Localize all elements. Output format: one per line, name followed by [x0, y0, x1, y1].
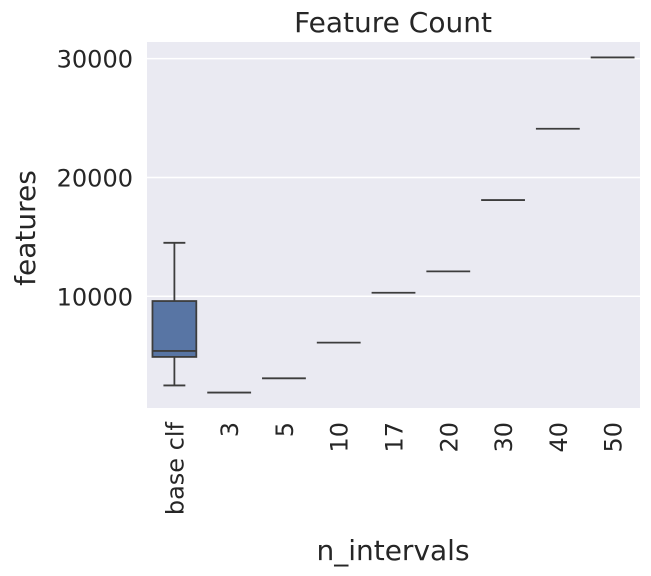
y-tick-label: 20000 [57, 164, 133, 192]
boxes [151, 56, 635, 394]
y-tick-labels: 10000 20000 30000 [57, 46, 133, 312]
x-tick-label: 5 [271, 422, 299, 437]
x-tick-label: 30 [490, 422, 518, 453]
y-axis-label: features [9, 170, 42, 286]
chart-title: Feature Count [294, 6, 492, 39]
plot-background [147, 42, 640, 408]
x-axis-label: n_intervals [316, 534, 469, 567]
x-tick-label: 40 [545, 422, 573, 453]
x-tick-label: 3 [216, 422, 244, 437]
x-tick-labels: base clf 3 5 10 17 20 30 40 50 [161, 421, 627, 515]
y-tick-label: 10000 [57, 283, 133, 311]
x-tick-label: 20 [435, 422, 463, 453]
gridlines [147, 57, 640, 298]
y-tick-label: 30000 [57, 46, 133, 74]
x-tick-label: 50 [600, 422, 628, 453]
box-iqr [151, 300, 198, 358]
x-tick-label: 17 [381, 422, 409, 453]
x-tick-label: 10 [326, 422, 354, 453]
x-tick-label: base clf [161, 421, 189, 515]
box-base-clf [151, 241, 198, 387]
